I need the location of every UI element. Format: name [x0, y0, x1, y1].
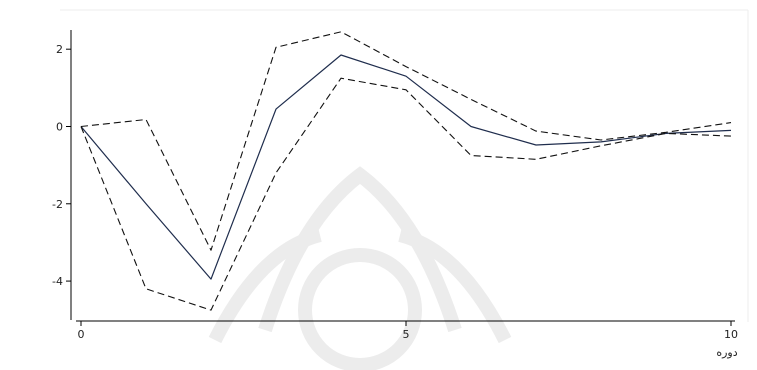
x-tick-label: 0	[78, 328, 85, 341]
plot-frame	[60, 9, 749, 322]
series-layer	[80, 31, 732, 311]
x-tick-label: 10	[724, 328, 738, 341]
watermark-logo	[208, 166, 512, 370]
x-axis-title: دوره	[716, 346, 737, 359]
y-tick-label: -2	[52, 198, 63, 211]
y-axis: -4 -2 0 2	[52, 30, 72, 320]
lower-bound-line	[80, 77, 732, 311]
x-tick-label: 5	[403, 328, 410, 341]
y-tick-label: -4	[52, 275, 63, 288]
x-axis: 0 5 10	[76, 320, 738, 341]
y-tick-label: 2	[56, 43, 63, 56]
y-tick-label: 0	[56, 120, 63, 133]
upper-bound-line	[80, 31, 732, 251]
irf-line	[80, 54, 732, 280]
